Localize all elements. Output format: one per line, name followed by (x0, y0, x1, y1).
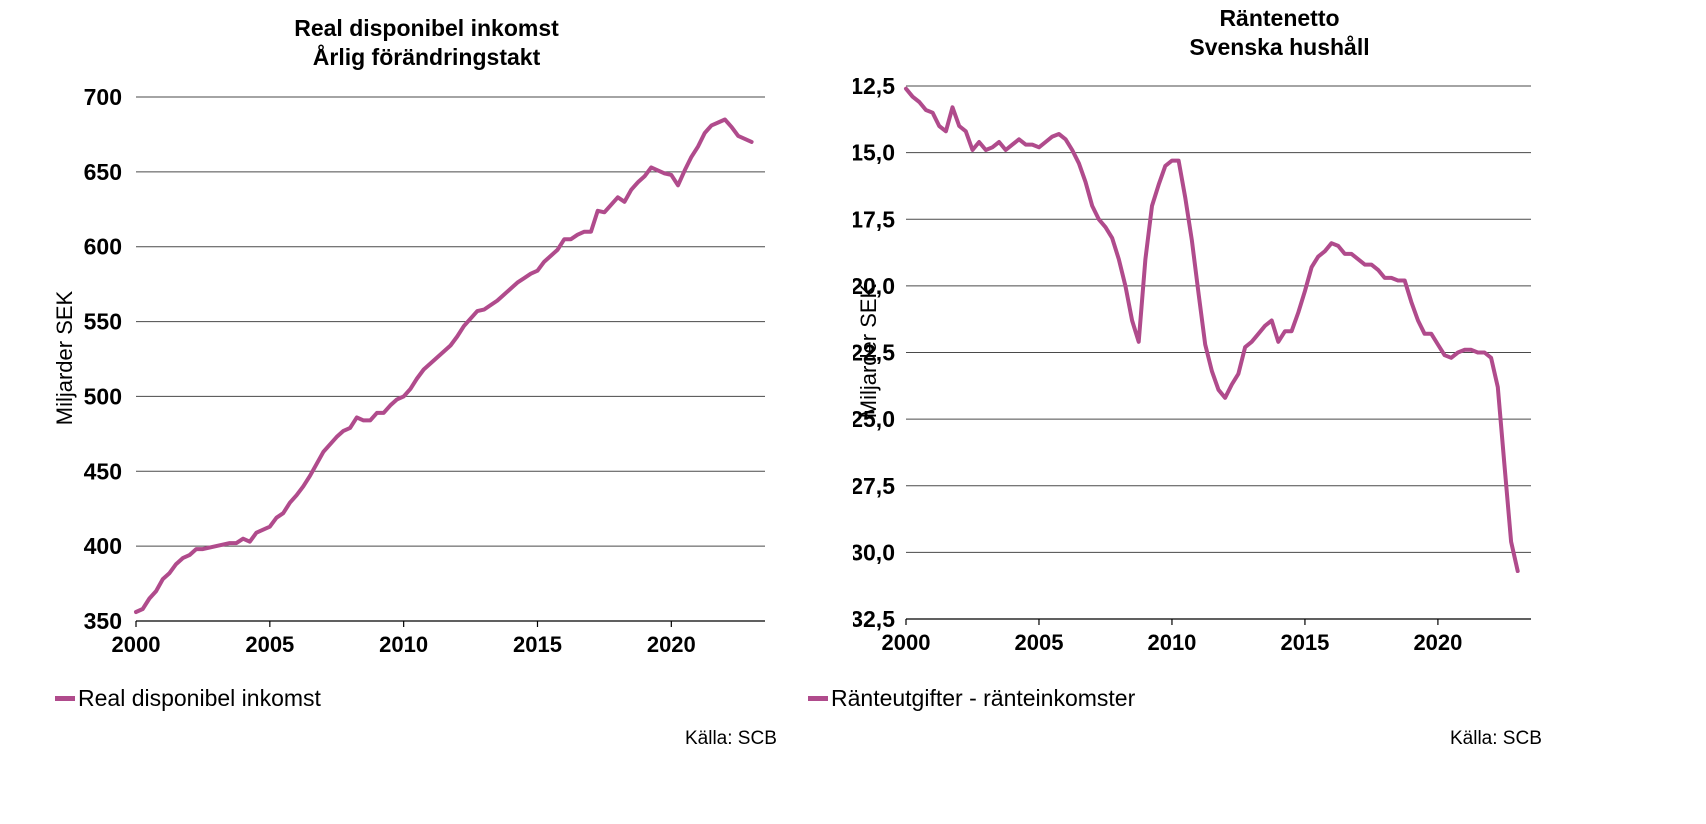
x-tick-label: 2005 (245, 632, 294, 657)
y-tick-label: -27,5 (853, 473, 895, 499)
y-tick-label: 450 (84, 458, 122, 484)
legend: Ränteutgifter - ränteinkomster (808, 685, 1135, 712)
x-tick-label: 2010 (379, 632, 428, 657)
chart-title-line1: Real disponibel inkomst (294, 15, 559, 41)
chart-title: Real disponibel inkomst Årlig förändring… (0, 14, 853, 72)
legend-label: Ränteutgifter - ränteinkomster (831, 685, 1136, 711)
chart-title-line1: Räntenetto (1219, 5, 1340, 31)
x-tick-label: 2000 (882, 630, 931, 655)
y-tick-label: 400 (84, 533, 122, 559)
line-chart-left: 350 400 450 500 550 600 650 700 2000 2005 2010 2015… (84, 84, 765, 657)
x-tick-label: 2020 (1413, 630, 1462, 655)
chart-title: Räntenetto Svenska hushåll (853, 4, 1706, 62)
y-tick-label: -15,0 (853, 140, 895, 166)
source-note: Källa: SCB (1450, 728, 1542, 749)
legend-swatch (808, 696, 828, 701)
x-tick-label: 2000 (112, 632, 161, 657)
y-tick-label: -17,5 (853, 206, 895, 232)
y-tick-label: -20,0 (853, 273, 895, 299)
y-tick-label: 500 (84, 383, 122, 409)
chart-panel-right: Räntenetto Svenska hushåll -32,5 -30,0 -27… (808, 0, 1706, 824)
x-tick-label: 2005 (1015, 630, 1064, 655)
source-note: Källa: SCB (685, 728, 777, 749)
chart-subtitle: Svenska hushåll (1189, 34, 1370, 60)
y-tick-label: -12,5 (853, 73, 895, 99)
chart-panel-left: Real disponibel inkomst Årlig förändring… (0, 14, 853, 749)
legend: Real disponibel inkomst (55, 685, 321, 712)
y-axis-label: Miljarder SEK (52, 290, 77, 426)
series-line (134, 117, 754, 614)
y-tick-label: 700 (84, 84, 122, 110)
x-tick-label: 2010 (1147, 630, 1196, 655)
x-tick-label: 2015 (1280, 630, 1329, 655)
y-tick-label: 650 (84, 159, 122, 185)
x-tick-label: 2015 (513, 632, 562, 657)
legend-swatch (55, 696, 75, 701)
y-tick-label: -25,0 (853, 406, 895, 432)
chart-subtitle: Årlig förändringstakt (312, 44, 541, 70)
series-line (904, 86, 1520, 573)
y-tick-label: 600 (84, 234, 122, 260)
y-tick-label: 550 (84, 309, 122, 335)
x-tick-label: 2020 (647, 632, 696, 657)
line-chart-right: -32,5 -30,0 -27,5 -25,0 -22,5 -20,0 -17,5 -15,0… (853, 73, 1531, 655)
y-tick-label: -30,0 (853, 539, 895, 565)
y-tick-label: -32,5 (853, 606, 895, 632)
y-tick-label: -22,5 (853, 340, 895, 366)
y-axis-label: Miljarder SEK (856, 283, 881, 419)
legend-label: Real disponibel inkomst (78, 685, 321, 711)
y-tick-label: 350 (84, 608, 122, 634)
